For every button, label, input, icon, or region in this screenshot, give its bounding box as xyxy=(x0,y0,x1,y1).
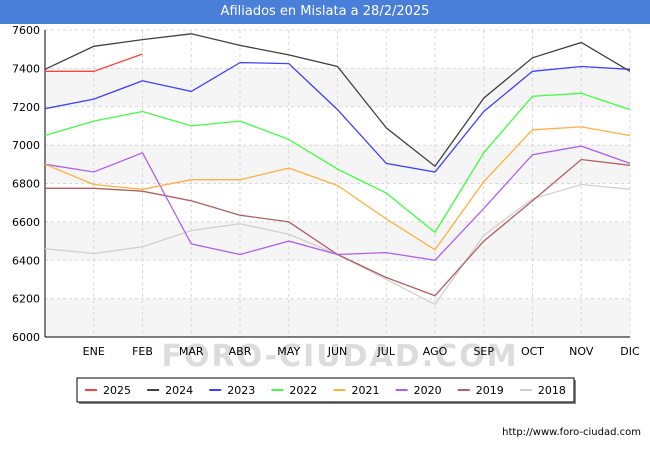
legend-label-2020: 2020 xyxy=(414,384,442,397)
legend-label-2024: 2024 xyxy=(165,384,193,397)
x-tick-label: DIC xyxy=(620,345,640,358)
x-tick-label: JUL xyxy=(377,345,396,358)
y-tick-label: 7000 xyxy=(12,139,40,152)
legend-label-2023: 2023 xyxy=(227,384,255,397)
watermark: FORO-CIUDAD.COM xyxy=(162,339,519,374)
x-tick-label: MAY xyxy=(277,345,300,358)
x-tick-label: AGO xyxy=(423,345,448,358)
x-tick-label: ENE xyxy=(83,345,105,358)
x-tick-label: JUN xyxy=(327,345,348,358)
series-line-2024 xyxy=(44,33,631,168)
x-tick-label: FEB xyxy=(132,345,153,358)
x-tick-label: NOV xyxy=(569,345,594,358)
chart-title: Afiliados en Mislata a 28/2/2025 xyxy=(0,0,650,24)
legend: 2025 2024 2023 2022 2021 2020 2019 2018 xyxy=(76,377,576,404)
series-line-2021 xyxy=(44,126,631,251)
series-line-2025 xyxy=(45,53,143,72)
x-tick-label: OCT xyxy=(521,345,544,358)
y-tick-label: 6800 xyxy=(12,178,40,191)
series-line-2023 xyxy=(44,61,631,173)
y-axis-ticks: 6000 6200 6400 6600 6800 7000 7200 7400 7600 xyxy=(12,24,40,344)
x-tick-label: ABR xyxy=(229,345,252,358)
gridlines xyxy=(44,29,631,338)
y-tick-label: 6400 xyxy=(12,254,40,267)
y-tick-label: 7600 xyxy=(12,24,40,37)
series-line-2022 xyxy=(44,92,631,234)
y-tick-label: 6200 xyxy=(12,293,40,306)
legend-label-2022: 2022 xyxy=(289,384,317,397)
x-axis-ticks: ENE FEB MAR ABR MAY JUN JUL AGO SEP OCT NOV DIC xyxy=(83,345,640,358)
source-url[interactable]: http://www.foro-ciudad.com xyxy=(502,427,641,438)
legend-label-2019: 2019 xyxy=(476,384,504,397)
series-line-2020 xyxy=(44,145,631,261)
legend-label-2025: 2025 xyxy=(103,384,131,397)
x-tick-label: SEP xyxy=(473,345,494,358)
legend-label-2021: 2021 xyxy=(352,384,380,397)
legend-box xyxy=(76,377,575,403)
legend-label-2018: 2018 xyxy=(538,384,566,397)
y-tick-label: 7200 xyxy=(12,101,40,114)
y-tick-label: 6000 xyxy=(12,331,40,344)
series-lines xyxy=(44,33,631,306)
x-tick-label: MAR xyxy=(179,345,204,358)
y-tick-label: 6600 xyxy=(12,216,40,229)
y-tick-label: 7400 xyxy=(12,62,40,75)
